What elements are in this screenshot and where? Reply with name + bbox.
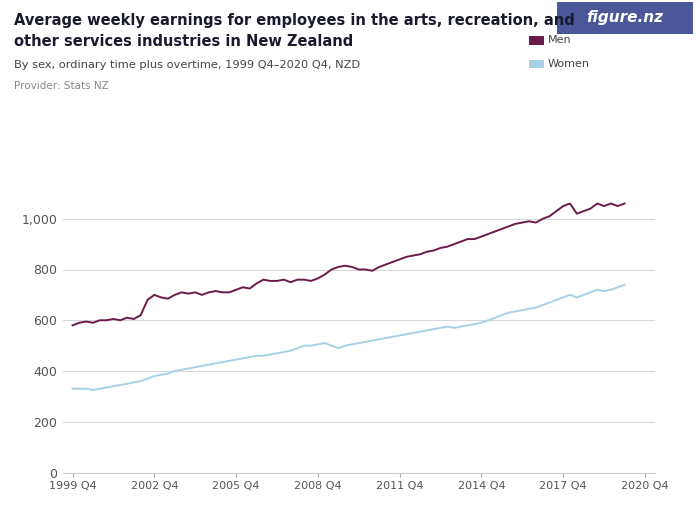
Text: By sex, ordinary time plus overtime, 1999 Q4–2020 Q4, NZD: By sex, ordinary time plus overtime, 199… xyxy=(14,60,360,70)
Text: Women: Women xyxy=(548,59,590,69)
Text: Provider: Stats NZ: Provider: Stats NZ xyxy=(14,81,108,91)
Text: other services industries in New Zealand: other services industries in New Zealand xyxy=(14,34,354,49)
Text: figure.nz: figure.nz xyxy=(587,10,664,25)
Text: Average weekly earnings for employees in the arts, recreation, and: Average weekly earnings for employees in… xyxy=(14,13,575,28)
Text: Men: Men xyxy=(548,35,572,46)
